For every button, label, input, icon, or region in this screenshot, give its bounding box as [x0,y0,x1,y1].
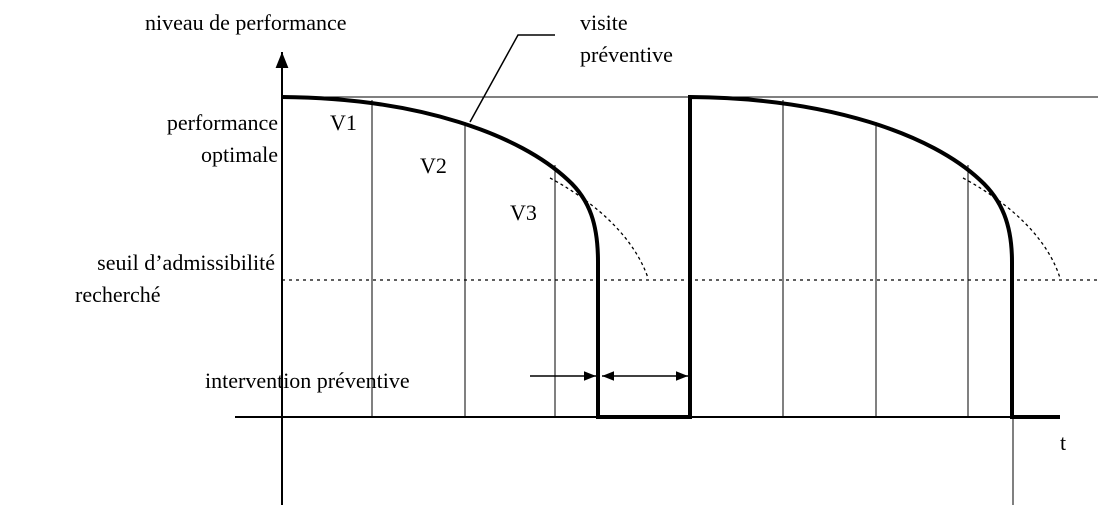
visit-label: V1 [330,110,357,135]
annotation: visite [580,10,628,35]
visit-label: V3 [510,200,537,225]
annotation: performance [167,110,278,135]
degradation-trend [962,177,1061,279]
annotation: seuil d’admissibilité [97,250,275,275]
annotation: intervention préventive [205,368,410,393]
y-axis-label: niveau de performance [145,10,347,35]
leader-line [469,34,555,123]
visit-label: V2 [420,153,447,178]
x-axis-label: t [1060,430,1066,455]
annotation: optimale [201,142,278,167]
annotation: préventive [580,42,673,67]
visit-lines [371,100,1014,505]
performance-curve [281,94,1060,419]
annotation: recherché [75,282,160,307]
degradation-trend [549,177,649,279]
